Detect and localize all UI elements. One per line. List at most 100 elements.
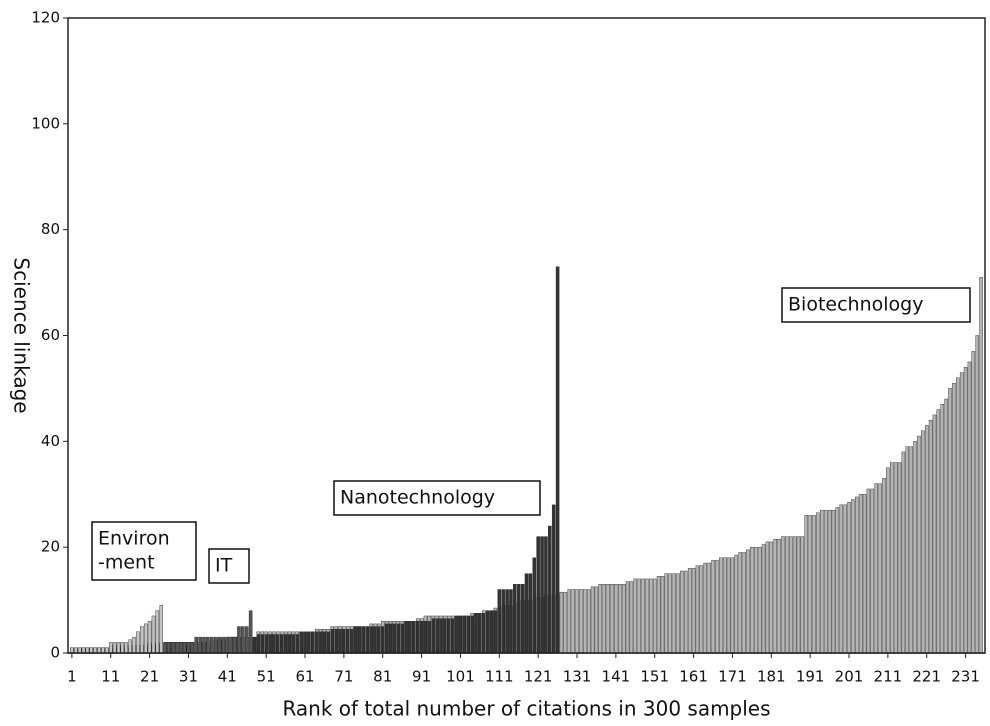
bar [322,631,327,654]
bar [571,589,575,654]
bar [528,573,533,654]
bar [143,623,148,654]
bar [590,586,595,654]
bar [373,626,377,654]
bar [835,507,840,654]
x-tick-label: 191 [796,668,825,686]
bar [217,636,222,654]
bar [804,515,809,654]
bar [303,631,307,654]
x-tick-label: 231 [951,668,980,686]
bar [913,441,917,654]
bar [715,560,719,654]
bar [404,621,408,654]
bar [396,623,401,654]
bar [785,536,789,654]
x-tick-label: 21 [140,668,159,686]
x-tick-label: 81 [373,668,392,686]
bar [167,642,171,654]
bar [618,584,622,654]
bar [649,578,653,654]
bar [470,615,474,654]
bar [93,647,97,654]
bar [318,631,323,654]
bar [726,557,731,654]
bar [629,581,634,654]
y-tick-label: 80 [41,220,60,238]
bar [384,623,389,654]
bar [878,483,882,654]
x-tick-label: 101 [446,668,475,686]
bar [112,642,117,654]
bar [338,628,342,654]
bar [862,494,867,654]
x-tick-label: 161 [679,668,708,686]
bar [369,626,373,654]
bar [237,626,241,654]
bar [70,647,74,654]
bar [831,509,836,654]
annotation-text: IT [215,555,233,577]
bar [178,642,183,654]
bar [361,626,366,654]
bar [346,628,350,654]
bar [85,647,90,654]
bar [660,576,665,654]
bar [855,496,859,654]
bar [311,631,315,654]
bar [171,642,175,654]
bar [889,462,894,654]
bar [668,573,673,654]
bar [423,621,428,654]
bar [268,634,272,654]
bar [334,628,338,654]
bar [959,372,964,654]
x-tick-label: 181 [757,668,786,686]
bar [147,621,152,654]
y-tick-label: 60 [41,326,60,344]
bar [536,536,540,654]
bar [163,642,167,654]
annotation-text: Nanotechnology [340,487,495,509]
bar [454,615,459,654]
bar [74,647,78,654]
bar [520,584,525,654]
bar [816,512,820,654]
bar [353,626,358,654]
bar [330,628,334,654]
bar [120,642,125,654]
bar [765,541,770,654]
y-tick-label: 0 [50,644,60,662]
bar [524,573,529,654]
bar [921,430,925,654]
bar [252,636,257,654]
bar [276,634,280,654]
bar [583,589,587,654]
bar [734,554,739,654]
bar [847,501,851,654]
bar [742,552,746,654]
y-tick-label: 40 [41,432,60,450]
bar [128,639,132,654]
bar [843,504,847,654]
bar [672,573,676,654]
bar [458,615,463,654]
bar [501,589,505,654]
bar [963,367,968,654]
bar [182,642,187,654]
bar [256,634,261,654]
x-tick-label: 151 [640,668,669,686]
bar [198,636,202,654]
bar [680,570,684,654]
bar [229,636,233,654]
bar [516,584,521,654]
annotation: Environ-ment [91,521,197,581]
bar [241,626,245,654]
bar [761,544,766,654]
bar [365,626,369,654]
bar [108,642,113,654]
bar [711,560,715,654]
bar [606,584,610,654]
bar [151,615,156,654]
bar [555,266,560,654]
